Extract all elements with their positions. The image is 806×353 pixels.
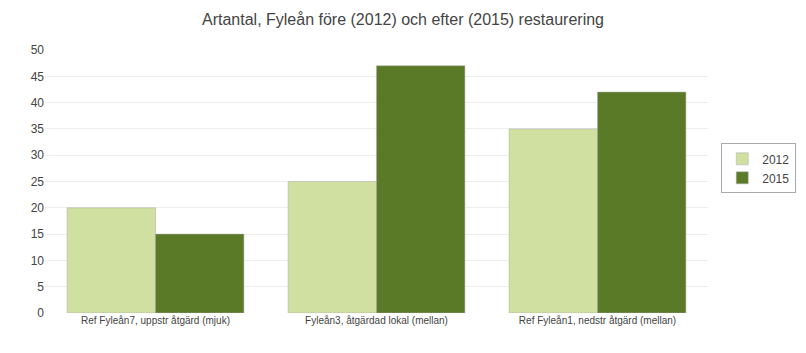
svg-text:Fyleån3, åtgärdad lokal (mella: Fyleån3, åtgärdad lokal (mellan) <box>305 315 448 326</box>
svg-text:25: 25 <box>31 175 45 189</box>
svg-text:20: 20 <box>31 201 45 215</box>
svg-text:2012: 2012 <box>762 153 789 167</box>
svg-text:40: 40 <box>31 96 45 110</box>
svg-text:35: 35 <box>31 122 45 136</box>
svg-text:30: 30 <box>31 148 45 162</box>
svg-text:50: 50 <box>31 43 45 57</box>
svg-text:15: 15 <box>31 227 45 241</box>
svg-text:Ref Fyleån1, nedstr åtgärd (me: Ref Fyleån1, nedstr åtgärd (mellan) <box>519 315 676 326</box>
svg-text:Artantal, Fyleån före (2012) o: Artantal, Fyleån före (2012) och efter (… <box>202 11 604 28</box>
svg-text:Ref Fyleån7, uppstr åtgärd (mj: Ref Fyleån7, uppstr åtgärd (mjuk) <box>81 315 230 326</box>
svg-text:2015: 2015 <box>762 172 789 186</box>
svg-text:5: 5 <box>37 280 44 294</box>
svg-text:10: 10 <box>31 254 45 268</box>
svg-text:45: 45 <box>31 70 45 84</box>
svg-text:0: 0 <box>37 306 44 320</box>
